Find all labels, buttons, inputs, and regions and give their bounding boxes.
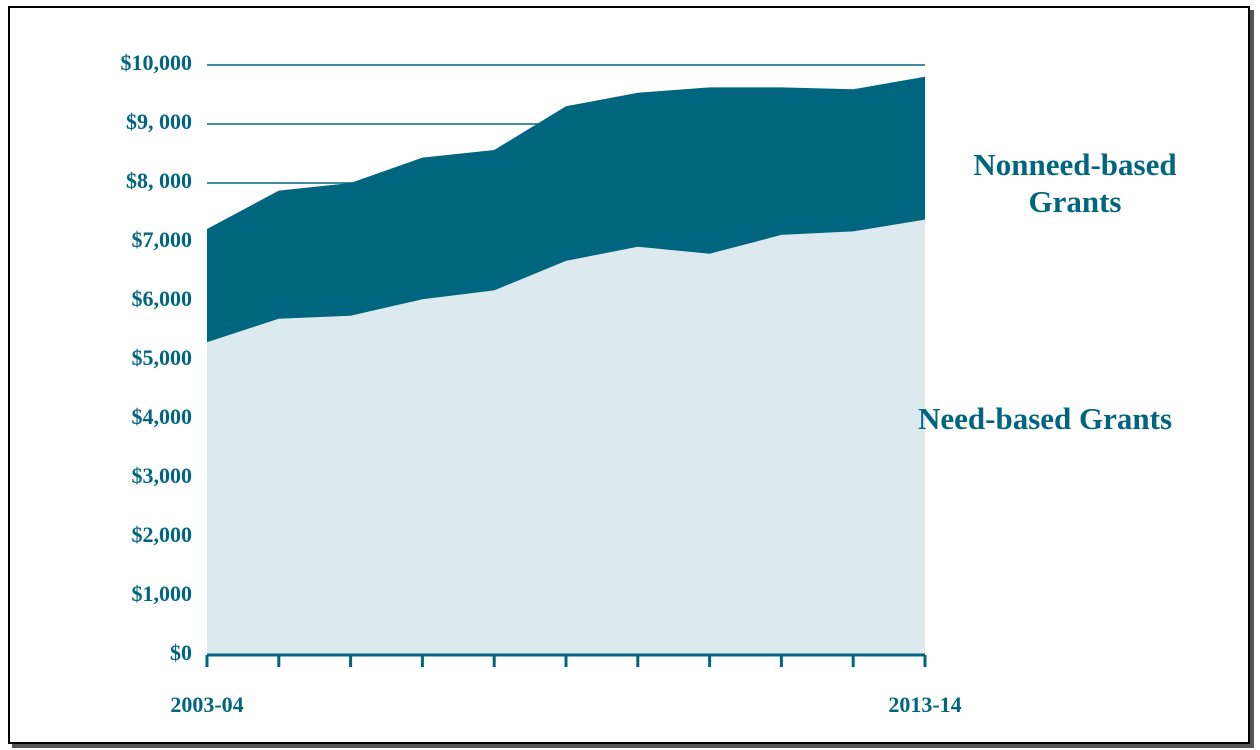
y-tick-label: $2,000 <box>132 522 193 547</box>
y-tick-label: $0 <box>170 640 192 665</box>
y-tick-label: $8, 000 <box>126 168 192 193</box>
series-label: Need-based Grants <box>917 401 1173 436</box>
x-tick-label: 2003-04 <box>170 692 243 717</box>
area <box>207 219 925 655</box>
series-label: Nonneed-based Grants <box>973 147 1177 219</box>
x-tick-label: 2013-14 <box>888 692 961 717</box>
y-tick-label: $3,000 <box>132 463 193 488</box>
y-tick-label: $1,000 <box>132 581 193 606</box>
y-tick-label: $10,000 <box>121 50 193 75</box>
y-tick-label: $6,000 <box>132 286 193 311</box>
y-tick-label: $4,000 <box>132 404 193 429</box>
y-tick-label: $5,000 <box>132 345 193 370</box>
y-tick-label: $9, 000 <box>126 109 192 134</box>
y-tick-label: $7,000 <box>132 227 193 252</box>
area <box>207 76 925 343</box>
